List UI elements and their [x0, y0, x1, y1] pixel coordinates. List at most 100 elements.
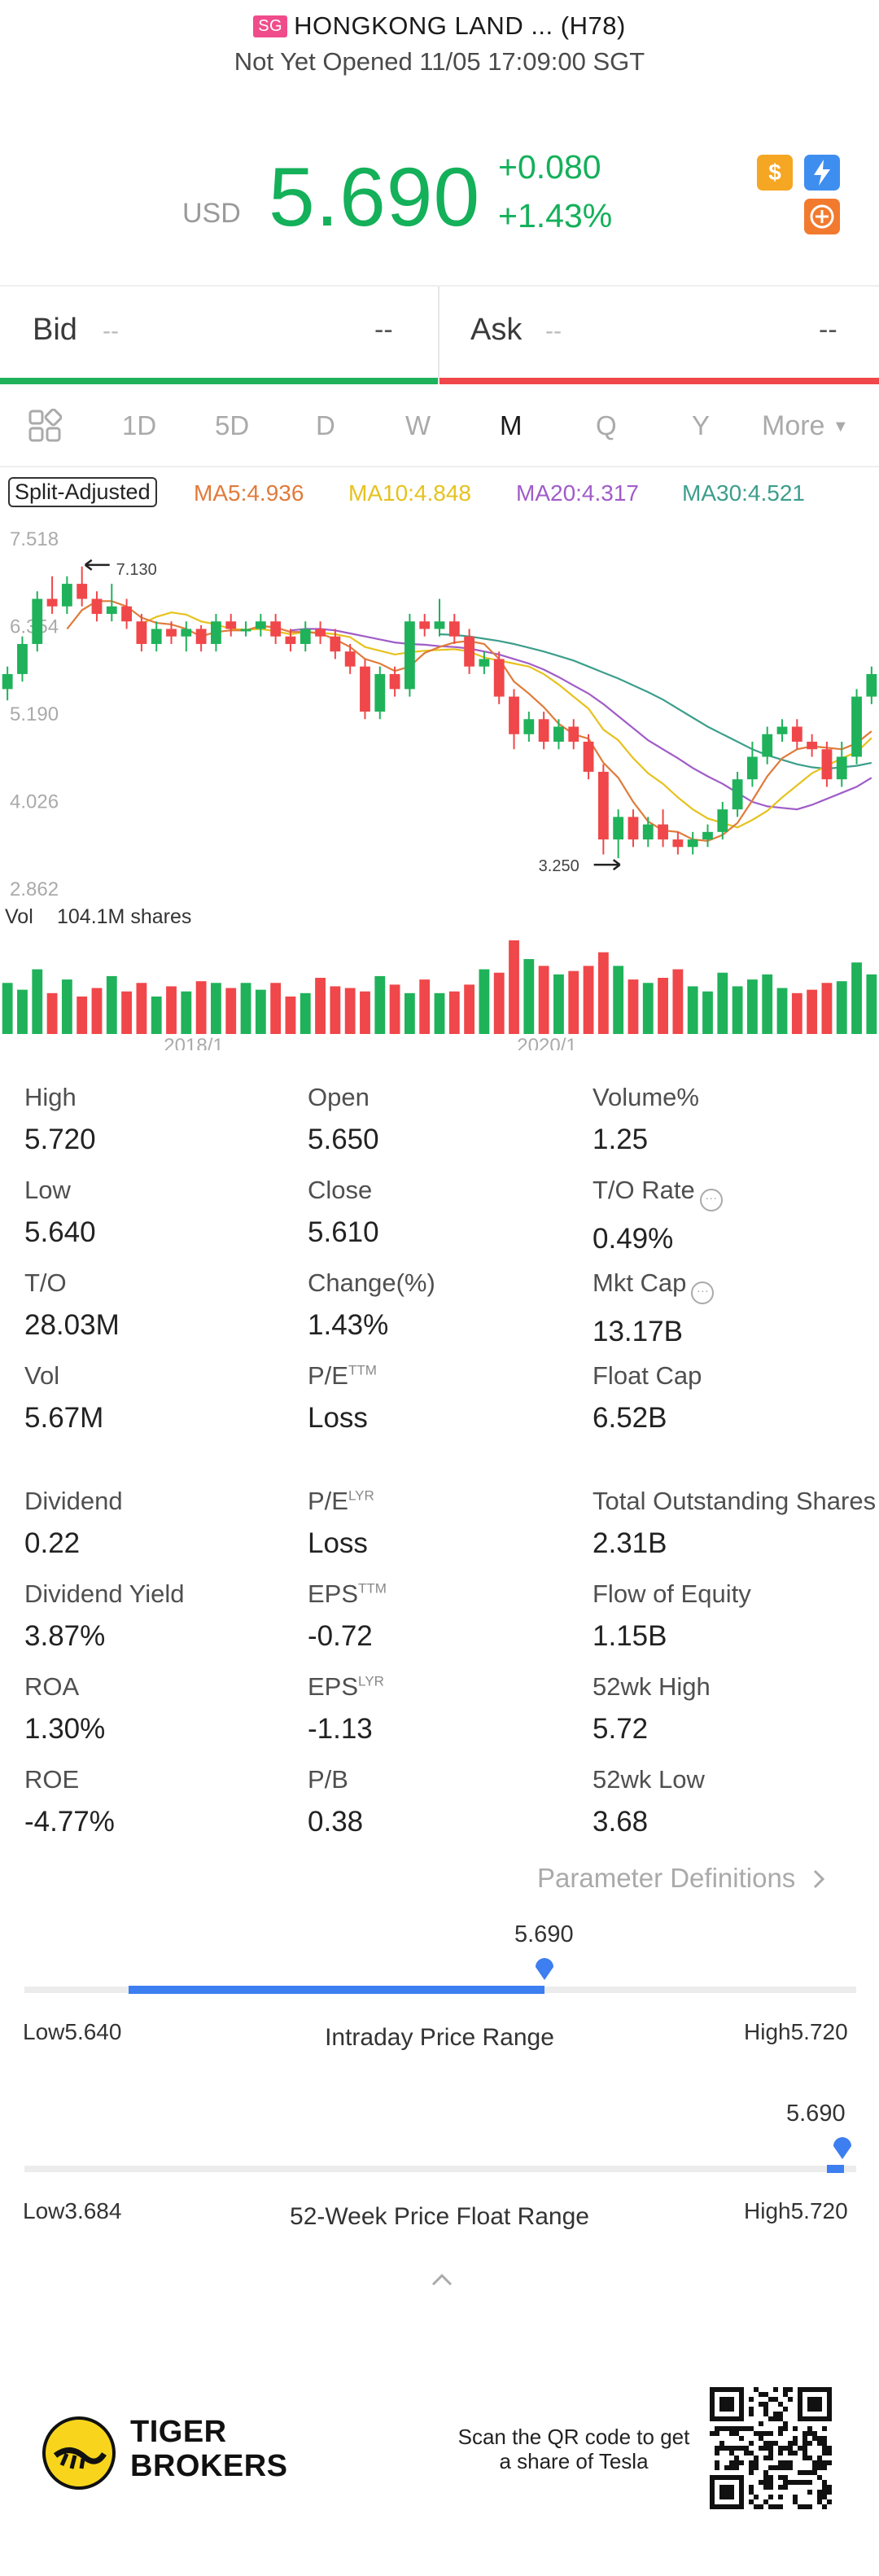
- qr-module: [739, 2436, 744, 2441]
- candle-body: [330, 636, 341, 652]
- volume-bar: [181, 991, 192, 1034]
- bid-section: Bid -- --: [0, 287, 440, 384]
- qr-module: [807, 2470, 812, 2475]
- qr-module: [759, 2392, 763, 2397]
- qr-module: [802, 2446, 807, 2451]
- tab-d[interactable]: D: [316, 410, 335, 440]
- min-price-label: 3.250: [539, 857, 579, 875]
- market-flag-badge: SG: [253, 15, 288, 37]
- stat-label-text: ROE: [24, 1765, 80, 1794]
- qr-module: [749, 2485, 754, 2490]
- volume-bar: [776, 988, 788, 1034]
- currency-label: USD: [182, 198, 241, 229]
- volume-bar: [523, 959, 535, 1034]
- stat-high: High 5.720: [24, 1083, 96, 1156]
- volume-bar: [493, 972, 505, 1034]
- candle-body: [479, 659, 490, 667]
- qr-module: [729, 2465, 734, 2470]
- qr-module: [759, 2480, 763, 2485]
- candle-body: [791, 726, 802, 743]
- qr-module: [744, 2426, 749, 2431]
- stat-p-e-lyr: P/ELYR Loss: [308, 1487, 374, 1560]
- bid-size: --: [103, 318, 119, 344]
- stat-value: -0.72: [308, 1620, 373, 1652]
- qr-module: [788, 2441, 793, 2446]
- tab-m[interactable]: M: [500, 410, 523, 440]
- volume-bar: [106, 975, 117, 1034]
- volume-label: Vol: [5, 905, 33, 928]
- stat-value: 1.25: [593, 1124, 649, 1155]
- candle-body: [628, 817, 639, 840]
- qr-module: [729, 2451, 734, 2456]
- qr-module: [754, 2387, 759, 2392]
- stat-label-text: Dividend Yield: [24, 1579, 185, 1608]
- volume-bar: [553, 974, 564, 1034]
- qr-module: [773, 2441, 778, 2446]
- candle-body: [61, 584, 72, 607]
- candlestick-chart[interactable]: 7.5186.3545.1904.0262.8627.1303.250Vol10…: [0, 513, 879, 1050]
- qr-module: [768, 2456, 773, 2460]
- qr-module: [715, 2451, 719, 2456]
- stat-value: 13.17B: [593, 1316, 683, 1347]
- candle-body: [32, 598, 43, 644]
- stat-label: Vol: [24, 1361, 103, 1391]
- qr-module: [715, 2460, 719, 2465]
- qr-module: [812, 2465, 817, 2470]
- options-icon[interactable]: [804, 199, 840, 234]
- qr-module: [734, 2446, 739, 2451]
- dollar-icon[interactable]: $: [757, 155, 793, 191]
- qr-module: [817, 2441, 822, 2446]
- ma30-line: [439, 633, 872, 770]
- qr-module: [724, 2426, 729, 2431]
- qr-module: [817, 2490, 822, 2495]
- stat-eps-ttm: EPSTTM -0.72: [308, 1579, 387, 1653]
- split-adjusted-toggle[interactable]: Split-Adjusted: [8, 477, 157, 507]
- candle-body: [821, 749, 833, 780]
- qr-code-icon[interactable]: [710, 2387, 832, 2509]
- intraday-low: Low5.640: [23, 2019, 122, 2044]
- qr-module: [778, 2402, 783, 2407]
- qr-module: [822, 2495, 827, 2499]
- chevron-up-icon[interactable]: [430, 2272, 454, 2288]
- stat-label: Close: [308, 1176, 379, 1205]
- qr-module: [807, 2504, 812, 2509]
- candle-body: [597, 771, 609, 840]
- qr-module: [768, 2504, 773, 2509]
- tab-y[interactable]: Y: [692, 410, 711, 440]
- stat-label: ROE: [24, 1765, 115, 1794]
- volume-bar: [597, 952, 609, 1034]
- tab-w[interactable]: W: [405, 410, 431, 440]
- candle-body: [315, 629, 326, 637]
- stat-value: -4.77%: [24, 1806, 115, 1838]
- ma20-value: MA20:4.317: [516, 480, 639, 506]
- tab-1d[interactable]: 1D: [122, 410, 157, 440]
- candle-body: [300, 629, 311, 644]
- volume-bar: [91, 988, 103, 1034]
- qr-module: [729, 2426, 734, 2431]
- qr-module: [763, 2441, 768, 2446]
- tab-more[interactable]: More ▼: [762, 410, 849, 442]
- qr-module: [812, 2431, 817, 2436]
- volume-bar: [17, 989, 28, 1034]
- qr-module: [817, 2456, 822, 2460]
- stat-value: 1.15B: [593, 1620, 667, 1652]
- stat-value: 5.610: [308, 1216, 379, 1248]
- volume-bar: [315, 978, 326, 1034]
- volume-bar: [509, 940, 519, 1034]
- header: SG HONGKONG LAND ... (H78) Not Yet Opened…: [0, 0, 879, 90]
- more-info-icon[interactable]: ···: [691, 1281, 715, 1304]
- candle-body: [2, 673, 13, 690]
- parameter-definitions-link[interactable]: Parameter Definitions: [537, 1863, 825, 1894]
- qr-module: [729, 2431, 734, 2436]
- qr-module: [773, 2465, 778, 2470]
- flash-icon[interactable]: [804, 155, 840, 191]
- price-change-percent: +1.43%: [498, 197, 613, 234]
- tab-5d[interactable]: 5D: [215, 410, 250, 440]
- tab-q[interactable]: Q: [596, 410, 617, 440]
- layout-grid-icon[interactable]: [28, 408, 63, 443]
- qr-module: [822, 2446, 827, 2451]
- y-tick-label: 7.518: [10, 528, 59, 550]
- candle-body: [151, 629, 162, 644]
- more-info-icon[interactable]: ···: [699, 1189, 723, 1211]
- ask-price: --: [819, 314, 837, 345]
